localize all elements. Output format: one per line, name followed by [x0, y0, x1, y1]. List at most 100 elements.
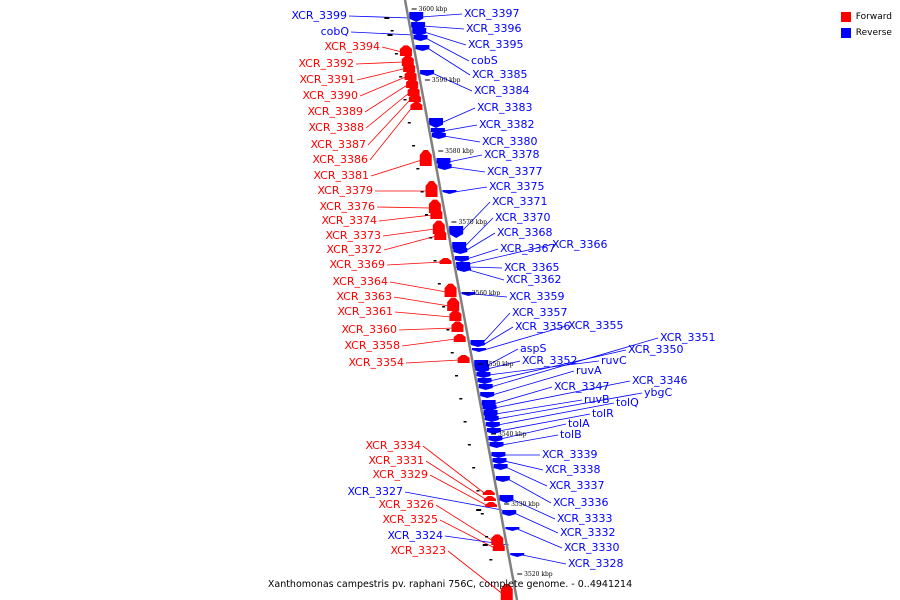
- gene-xcr-3362: [457, 268, 472, 272]
- reverse-label-xcr-3384: XCR_3384: [474, 84, 530, 97]
- gene-xcr-3323: [500, 584, 513, 600]
- connector-gene-xcr-3384: [431, 72, 473, 92]
- connector-gene-xcr-3390: [359, 76, 407, 97]
- connector-gene-tolq: [497, 402, 615, 426]
- gene-xcr-3354: [457, 355, 470, 363]
- gene-xcr-3350: [477, 378, 492, 384]
- reverse-label-xcr-3337: XCR_3337: [549, 479, 605, 492]
- forward-label-xcr-3326: XCR_3326: [378, 498, 434, 511]
- connector-gene-xcr-3388: [365, 92, 410, 129]
- reverse-label-xcr-3352: XCR_3352: [522, 354, 578, 367]
- gene-ruva: [480, 392, 495, 398]
- gene-xcr-3360: [451, 321, 464, 332]
- feature-mark: [446, 329, 450, 331]
- connector-gene-xcr-3378: [448, 154, 483, 163]
- feature-mark: [390, 30, 394, 32]
- marker-gene-xcr-3324: [482, 544, 488, 546]
- connector-gene-xcr-3376: [376, 206, 431, 209]
- scale-tick-label-6: 3540 kbp: [498, 431, 527, 438]
- forward-label-xcr-3387: XCR_3387: [310, 138, 366, 151]
- reverse-label-tolb: tolB: [560, 428, 582, 441]
- gene-xcr-3336: [495, 476, 510, 482]
- connector-gene-xcr-3365: [468, 266, 503, 269]
- gene-xcr-3368: [453, 248, 468, 254]
- connector-gene-tolb: [501, 434, 559, 446]
- scale-tick-label-8: 3520 kbp: [524, 571, 553, 578]
- gene-xcr-3379: [425, 181, 438, 197]
- connector-gene-xcr-3332: [514, 512, 559, 534]
- reverse-label-xcr-3397: XCR_3397: [464, 7, 520, 20]
- reverse-label-xcr-3330: XCR_3330: [564, 541, 620, 554]
- reverse-label-cobs: cobS: [471, 54, 498, 67]
- forward-label-xcr-3354: XCR_3354: [348, 356, 404, 369]
- connector-gene-xcr-3356: [482, 326, 514, 346]
- feature-mark: [403, 99, 407, 101]
- genome-backbone: [403, 0, 519, 600]
- forward-label-xcr-3363: XCR_3363: [336, 290, 392, 303]
- reverse-label-xcr-3378: XCR_3378: [484, 148, 540, 161]
- gene-xcr-3326: [491, 534, 504, 545]
- connector-gene-xcr-3399: [348, 15, 411, 19]
- connector-gene-xcr-3392: [355, 61, 404, 65]
- connector-gene-xcr-3391: [356, 68, 406, 81]
- reverse-label-xcr-3383: XCR_3383: [477, 101, 533, 114]
- connector-gene-ruva: [492, 370, 575, 396]
- connector-gene-xcr-3370: [463, 217, 494, 248]
- gene-xcr-3381: [419, 150, 432, 166]
- gene-xcr-3385: [415, 45, 430, 51]
- gene-xcr-3361: [449, 310, 462, 321]
- reverse-label-xcr-3327: XCR_3327: [347, 485, 403, 498]
- legend-label-reverse: Reverse: [855, 28, 892, 38]
- connector-gene-xcr-3330: [517, 528, 563, 549]
- gene-xcr-3328: [510, 553, 525, 557]
- gene-xcr-3339: [491, 452, 506, 458]
- forward-label-xcr-3388: XCR_3388: [308, 121, 364, 134]
- gene-xcr-3386: [410, 102, 423, 110]
- genome-caption: Xanthomonas campestris pv. raphani 756C,…: [267, 579, 633, 590]
- gene-xcr-3351: [478, 384, 493, 390]
- reverse-label-ruvc: ruvC: [601, 354, 627, 367]
- reverse-label-xcr-3351: XCR_3351: [660, 331, 716, 344]
- gene-xcr-3346: [482, 405, 497, 411]
- gene-xcr-3334: [482, 490, 495, 495]
- connector-gene-xcr-3358: [401, 338, 456, 347]
- marker-gene-xcr-3327: [476, 509, 482, 511]
- forward-label-xcr-3394: XCR_3394: [324, 40, 380, 53]
- gene-xcr-3329: [485, 502, 498, 507]
- feature-mark: [467, 444, 471, 446]
- reverse-swatch: [840, 28, 851, 38]
- reverse-label-xcr-3396: XCR_3396: [466, 22, 522, 35]
- connector-gene-xcr-3338: [504, 460, 544, 471]
- scale-tick-label-4: 3560 kbp: [472, 290, 501, 297]
- gene-xcr-3356: [471, 343, 486, 347]
- feature-mark: [480, 513, 484, 515]
- connector-gene-xcr-3357: [482, 312, 511, 344]
- feature-mark: [450, 352, 454, 354]
- connector-gene-xcr-3361: [394, 311, 452, 318]
- gene-xcr-3332: [502, 510, 517, 516]
- forward-label-xcr-3379: XCR_3379: [317, 184, 373, 197]
- forward-label-xcr-3389: XCR_3389: [307, 105, 363, 118]
- feature-mark: [394, 53, 398, 55]
- connector-gene-xcr-3374: [378, 214, 433, 222]
- gene-tolr: [486, 428, 501, 434]
- connector-gene-xcr-3325: [439, 519, 495, 549]
- reverse-label-xcr-3350: XCR_3350: [628, 343, 684, 356]
- gene-xcr-3372: [434, 229, 447, 240]
- connector-gene-xcr-3396: [423, 25, 465, 30]
- forward-label-xcr-3364: XCR_3364: [332, 275, 388, 288]
- connector-gene-xcr-3336: [507, 478, 552, 504]
- feature-mark: [459, 398, 463, 400]
- forward-label-xcr-3331: XCR_3331: [368, 454, 424, 467]
- forward-label-xcr-3374: XCR_3374: [321, 214, 377, 227]
- gene-xcr-3374: [430, 208, 443, 219]
- reverse-label-xcr-3380: XCR_3380: [482, 135, 538, 148]
- forward-swatch: [840, 12, 851, 22]
- connector-gene-xcr-3397: [421, 13, 463, 18]
- connector-gene-xcr-3380: [443, 135, 481, 143]
- connector-gene-xcr-3372: [383, 235, 437, 251]
- gene-xcr-3375: [442, 190, 457, 194]
- connector-gene-xcr-3333: [511, 498, 556, 520]
- scale-tick-label-0: 3600 kbp: [419, 6, 448, 13]
- connector-gene-xcr-3355: [483, 325, 567, 351]
